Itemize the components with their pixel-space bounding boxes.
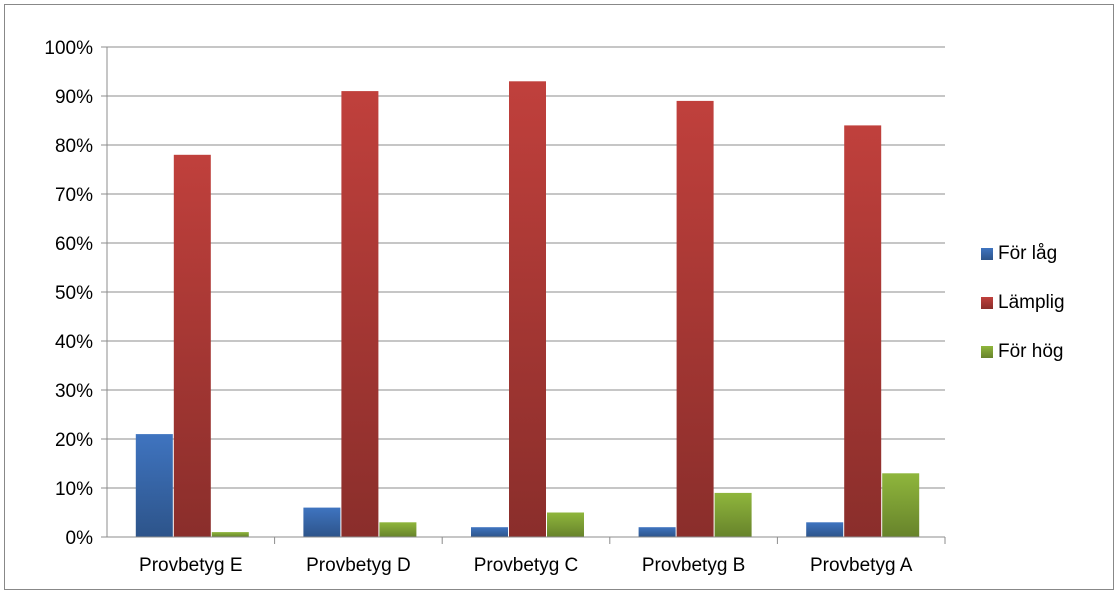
y-tick-label: 60% — [55, 234, 93, 255]
bar-för-låg-1 — [303, 507, 341, 537]
bar-lämplig-0 — [173, 154, 211, 538]
y-tick-label: 100% — [44, 38, 93, 59]
bar-lämplig-2 — [509, 81, 546, 538]
x-tick-labels: Provbetyg E Provbetyg D Provbetyg C Provbet… — [139, 555, 913, 576]
chart-frame: 0% 10% 20% 30% 40% 50% 60% 70% 80% 90% 100% Provbe… — [4, 4, 1114, 590]
y-tick-label: 40% — [55, 332, 93, 353]
bar-för-låg-4 — [806, 522, 844, 537]
bar-för-hög-2 — [547, 512, 584, 537]
bar-för-hög-3 — [714, 492, 752, 537]
bar-för-låg-3 — [638, 527, 676, 537]
bar-för-hög-4 — [882, 473, 920, 537]
y-tick-label: 90% — [55, 87, 93, 108]
legend: För låg Lämplig För hög — [981, 243, 1065, 362]
x-tick-label: Provbetyg C — [474, 555, 579, 576]
legend-label: Lämplig — [998, 292, 1065, 313]
bar-för-låg-0 — [135, 434, 173, 537]
y-tick-label: 80% — [55, 136, 93, 157]
y-tick-label: 70% — [55, 185, 93, 206]
bar-lämplig-4 — [844, 125, 882, 538]
bar-för-hög-1 — [379, 522, 417, 537]
bar-lämplig-1 — [341, 91, 379, 537]
legend-label: För låg — [998, 243, 1057, 264]
y-tick-label: 30% — [55, 381, 93, 402]
legend-label: För hög — [998, 341, 1063, 362]
legend-swatch — [981, 346, 993, 358]
y-tick-label: 0% — [66, 528, 94, 549]
y-tick-label: 10% — [55, 479, 93, 500]
bar-för-hög-0 — [211, 532, 249, 537]
axes — [101, 46, 946, 544]
y-tick-label: 50% — [55, 283, 93, 304]
legend-swatch — [981, 297, 993, 309]
legend-swatch — [981, 248, 993, 260]
y-tick-label: 20% — [55, 430, 93, 451]
x-tick-label: Provbetyg A — [810, 555, 913, 576]
bar-lämplig-3 — [676, 100, 714, 538]
bar-för-låg-2 — [471, 527, 508, 537]
y-tick-labels: 0% 10% 20% 30% 40% 50% 60% 70% 80% 90% 100% — [44, 38, 93, 549]
bars — [135, 81, 920, 538]
bar-chart: 0% 10% 20% 30% 40% 50% 60% 70% 80% 90% 100% Provbe… — [44, 38, 1065, 576]
x-tick-label: Provbetyg E — [139, 555, 243, 576]
x-tick-label: Provbetyg B — [642, 555, 746, 576]
x-tick-label: Provbetyg D — [306, 555, 411, 576]
